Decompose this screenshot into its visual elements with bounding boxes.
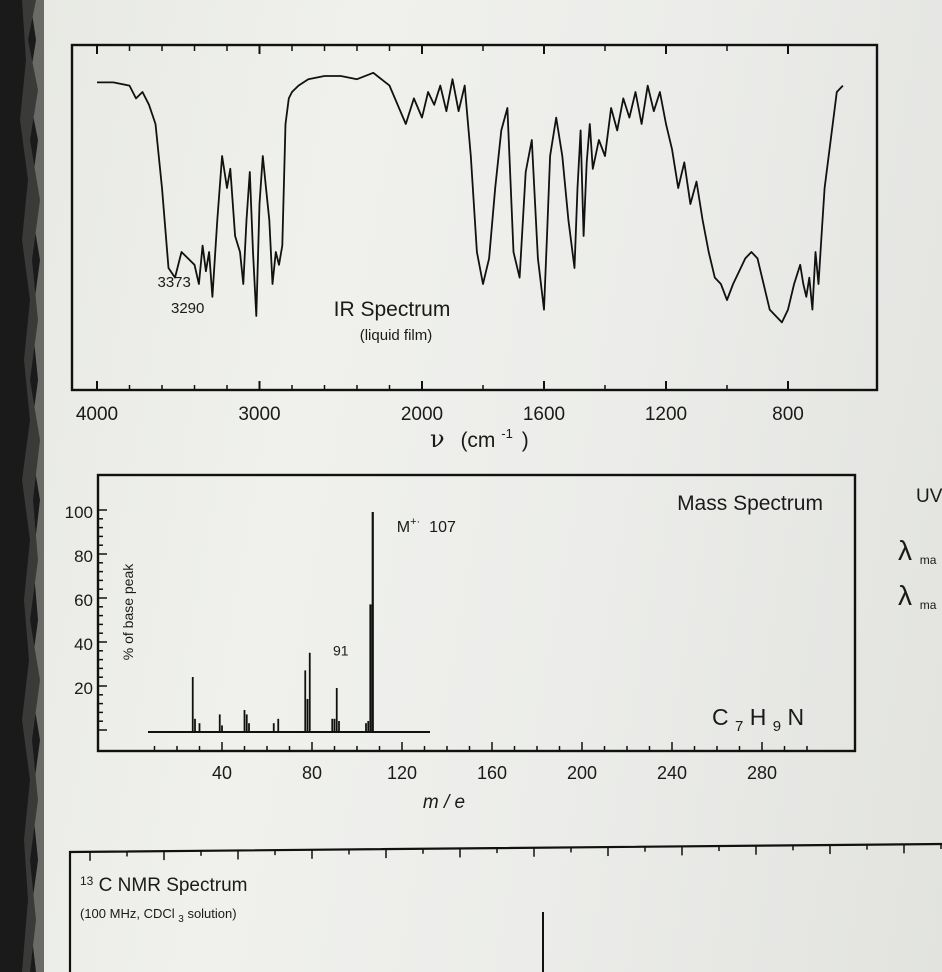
nmr-frame xyxy=(68,842,942,972)
ms-y-tick-label: 40 xyxy=(74,635,93,654)
lambda-1-sub: ma xyxy=(920,553,937,567)
ms-fragment-label: 91 xyxy=(333,643,349,659)
ir-x-exp: -1 xyxy=(501,426,513,441)
nmr-chart: 13 C NMR Spectrum (100 MHz, CDCl 3 solut… xyxy=(68,842,942,972)
uv-label: UV xyxy=(916,486,942,507)
ms-title: Mass Spectrum xyxy=(677,492,823,515)
nmr-subtitle-sub: 3 xyxy=(178,914,184,925)
ms-y-tick-label: 60 xyxy=(74,591,93,610)
ir-tick-label: 2000 xyxy=(401,404,443,425)
ms-y-axis-label: % of base peak xyxy=(120,563,136,661)
ms-y-tick-label: 100 xyxy=(65,503,93,522)
ir-peak-label: 3290 xyxy=(171,300,204,317)
ir-annotations: 3373 3290 xyxy=(158,274,205,317)
ir-frame xyxy=(70,43,879,392)
ms-formula-sub1: 7 xyxy=(735,718,743,735)
nmr-title-main: C NMR Spectrum xyxy=(99,875,248,896)
ir-tick-marks xyxy=(96,45,789,390)
ms-formula-c: C xyxy=(712,704,729,730)
ms-x-tick-label: 280 xyxy=(747,763,777,783)
nmr-title-sup: 13 xyxy=(80,874,94,888)
ir-tick-labels: 4000 3000 2000 1600 1200 800 xyxy=(76,404,804,425)
ms-y-tick-label: 20 xyxy=(74,679,93,698)
uv-sidebar: UV λ ma λ ma xyxy=(898,486,942,612)
ir-x-unit: (cm xyxy=(460,429,495,452)
ms-molecular-ion-label: M+· 107 xyxy=(397,516,456,536)
ir-chart: 4000 3000 2000 1600 1200 800 3373 3290 IR Spec… xyxy=(70,43,879,453)
ir-peak-label: 3373 xyxy=(158,274,191,291)
ms-formula-h: H xyxy=(750,704,767,730)
ms-x-tick-marks xyxy=(153,742,808,751)
ms-y-tick-label: 80 xyxy=(74,547,93,566)
ms-peaks xyxy=(191,512,374,732)
ms-x-tick-label: 120 xyxy=(387,763,417,783)
nmr-subtitle-b: solution) xyxy=(187,906,236,921)
ir-trace xyxy=(97,71,844,324)
ms-y-tick-marks xyxy=(98,509,107,731)
ir-x-symbol: ν xyxy=(430,425,445,453)
lambda-max-2: λ ma xyxy=(898,580,937,612)
lambda-max-1: λ ma xyxy=(898,535,937,567)
ms-x-axis-label: m / e xyxy=(423,792,465,813)
ms-formula: C 7 H 9 N xyxy=(712,704,804,736)
ms-molecular-ion-value: 107 xyxy=(429,519,456,536)
ms-frame xyxy=(96,473,857,753)
ir-tick-label: 800 xyxy=(772,404,804,425)
mass-chart: M+· 107 91 Mass Spectrum % of base peak m … xyxy=(65,473,857,813)
ms-molecular-ion-sup: +· xyxy=(410,516,420,528)
ir-tick-label: 3000 xyxy=(238,404,280,425)
ir-tick-label: 1600 xyxy=(523,404,565,425)
nmr-tick-marks xyxy=(89,844,942,861)
ms-x-tick-label: 80 xyxy=(302,763,322,783)
ms-x-tick-label: 200 xyxy=(567,763,597,783)
ms-y-tick-labels: 20 40 60 80 100 xyxy=(65,503,93,698)
ms-peak-labels: M+· 107 91 xyxy=(333,516,456,659)
ir-title: IR Spectrum xyxy=(334,298,451,321)
page-sheet xyxy=(44,0,942,972)
ms-x-tick-label: 160 xyxy=(477,763,507,783)
ir-x-axis-label: ν (cm -1 ) xyxy=(430,420,529,453)
ms-molecular-ion-m: M xyxy=(397,519,410,536)
nmr-subtitle-a: (100 MHz, CDCl xyxy=(80,906,175,921)
ir-x-close: ) xyxy=(522,429,529,452)
nmr-title: 13 C NMR Spectrum xyxy=(80,869,248,896)
ir-tick-label: 4000 xyxy=(76,404,118,425)
ms-x-tick-label: 240 xyxy=(657,763,687,783)
ms-x-tick-labels: 40 80 120 160 200 240 280 xyxy=(212,763,777,783)
ir-tick-label: 1200 xyxy=(645,404,687,425)
lambda-2-symbol: λ xyxy=(898,580,912,611)
binder-edge xyxy=(0,0,44,972)
lambda-1-symbol: λ xyxy=(898,535,912,566)
ms-formula-sub2: 9 xyxy=(773,718,781,735)
ms-formula-n: N xyxy=(788,704,805,730)
ir-subtitle: (liquid film) xyxy=(360,327,433,344)
lambda-2-sub: ma xyxy=(920,598,937,612)
ms-x-tick-label: 40 xyxy=(212,763,232,783)
nmr-subtitle: (100 MHz, CDCl 3 solution) xyxy=(80,906,237,925)
